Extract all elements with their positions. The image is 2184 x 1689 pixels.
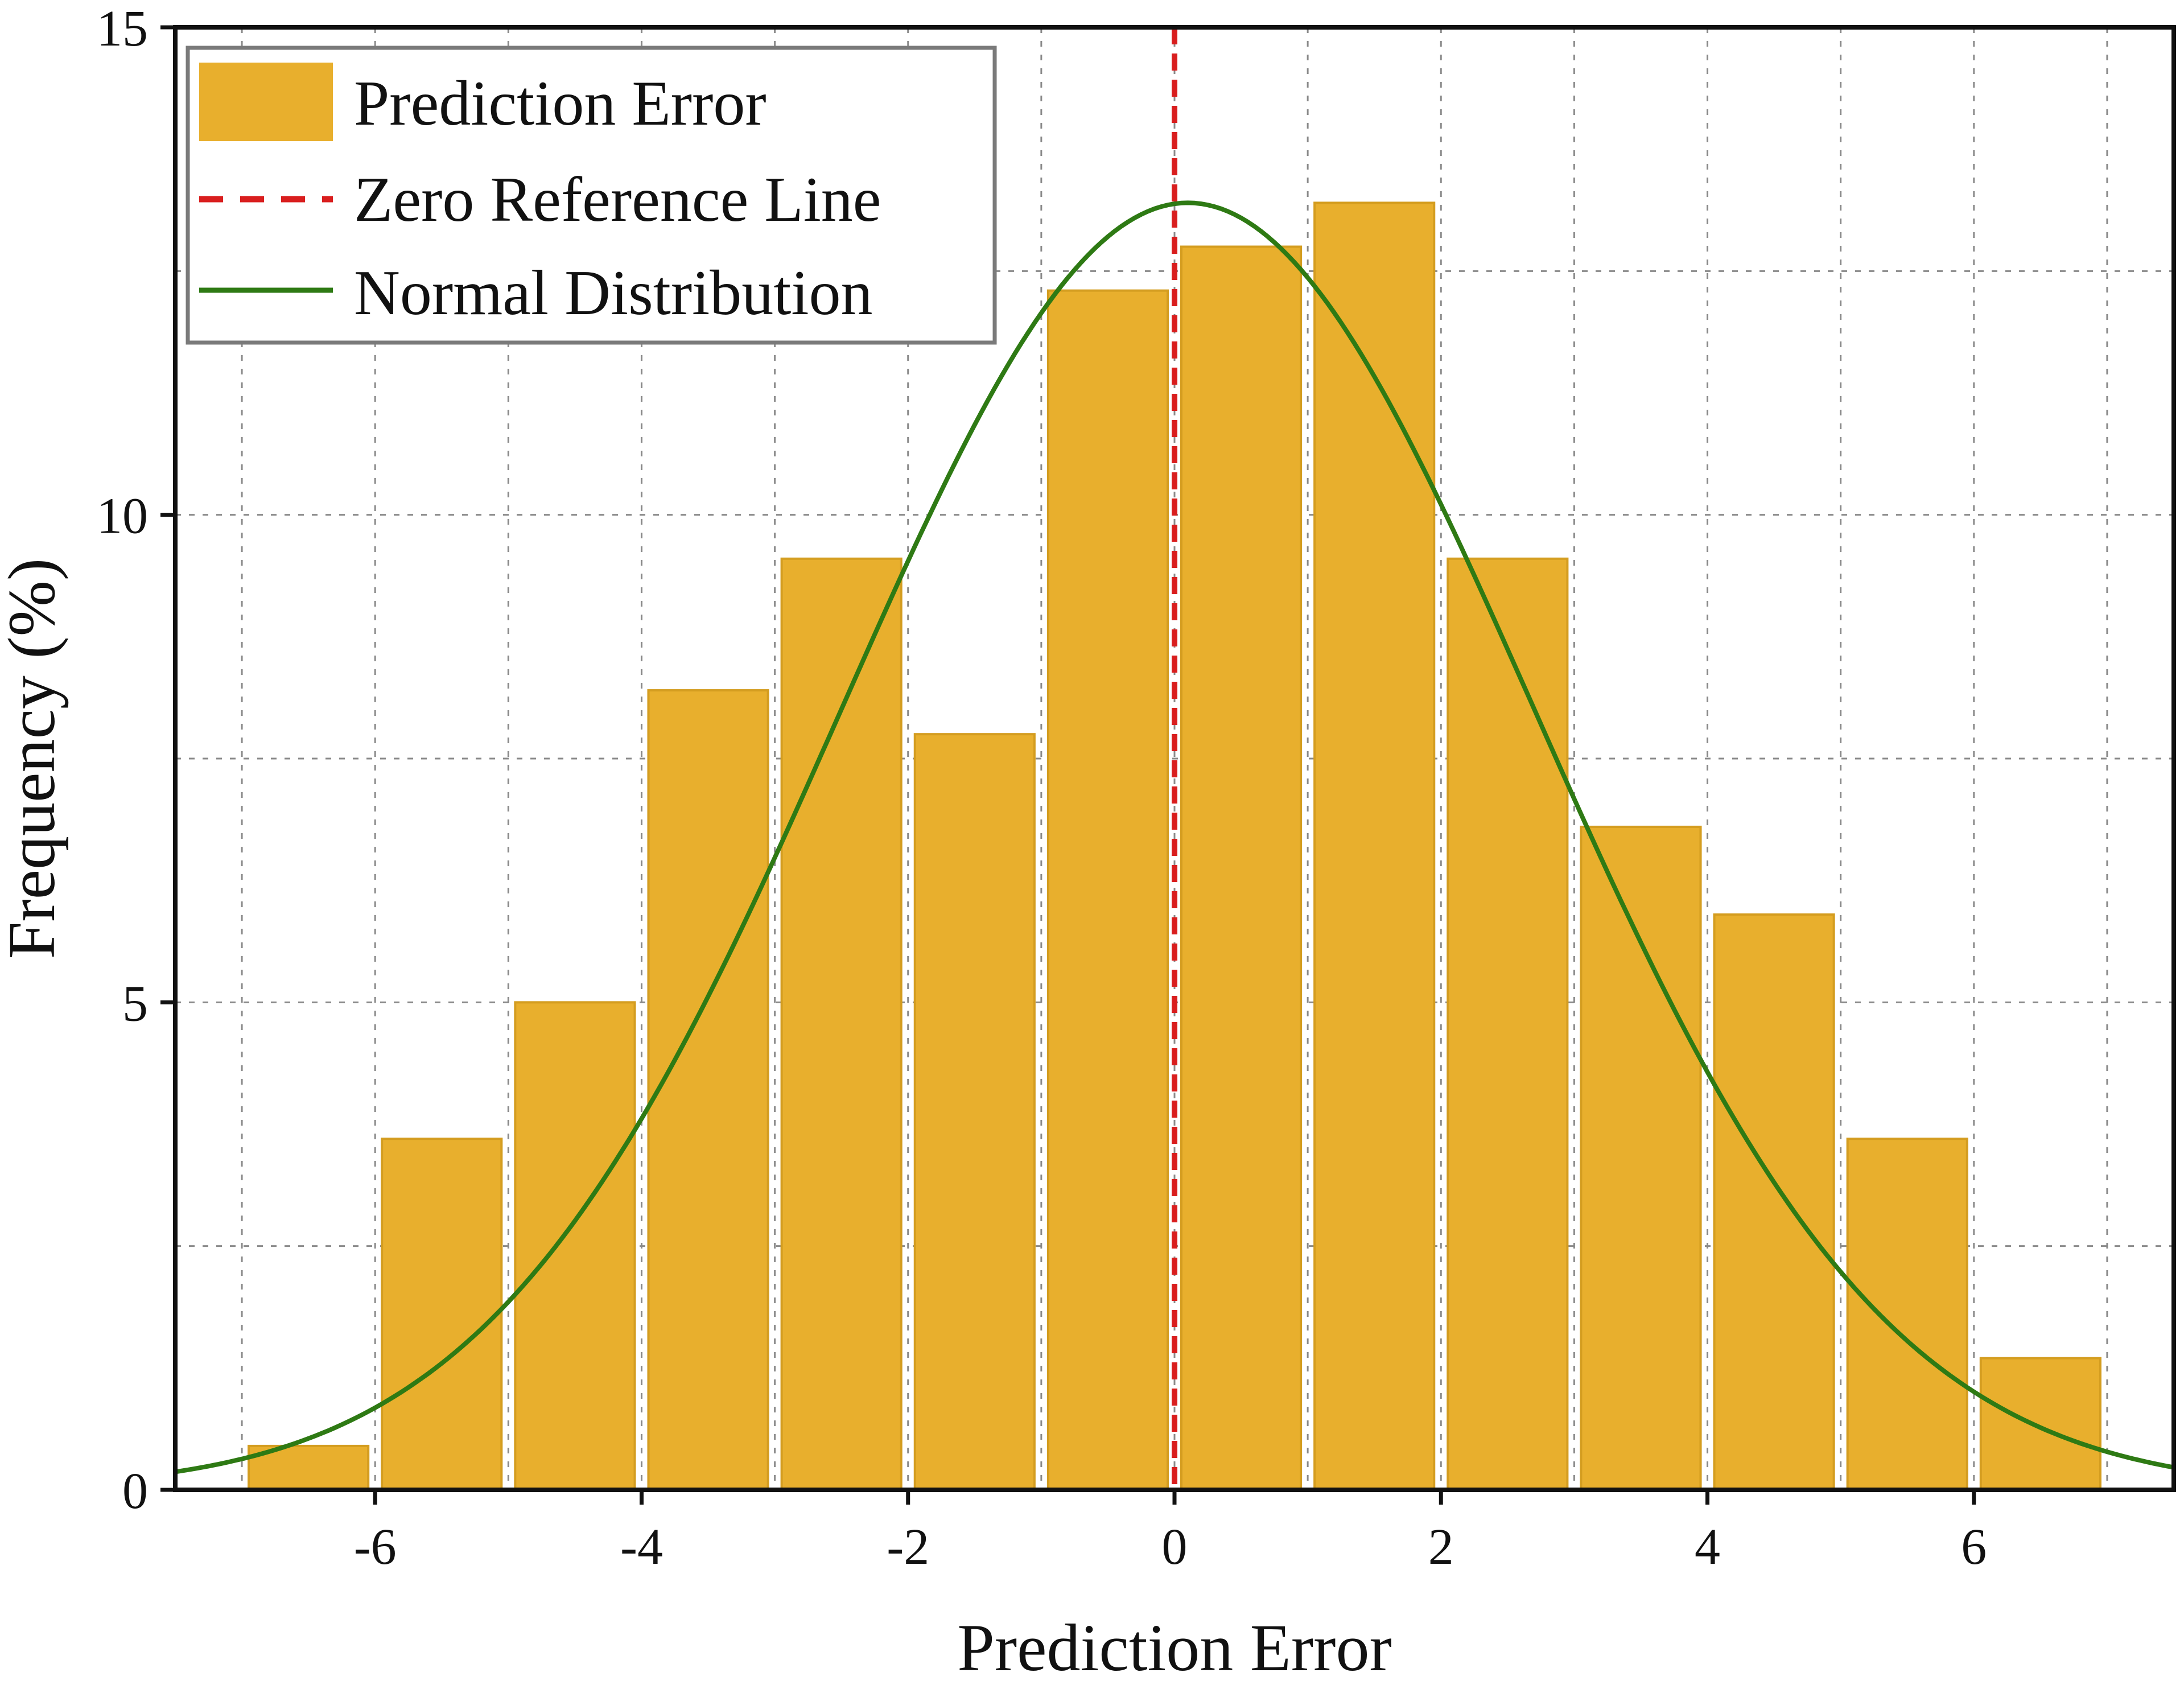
- histogram-bar: [381, 1138, 503, 1491]
- histogram-bar: [1313, 201, 1436, 1492]
- histogram-bar: [1979, 1357, 2101, 1491]
- legend-label-prediction-error: Prediction Error: [354, 68, 767, 139]
- y-tick-label: 5: [122, 975, 148, 1032]
- x-tick-label: 6: [1961, 1519, 1987, 1575]
- legend-label-normal-distribution: Normal Distribution: [354, 258, 872, 328]
- histogram-bar: [1447, 557, 1569, 1491]
- x-tick-label: 2: [1428, 1519, 1454, 1575]
- x-axis-title: Prediction Error: [957, 1610, 1392, 1685]
- y-axis-title: Frequency (%): [0, 558, 69, 959]
- histogram-bar: [1713, 913, 1835, 1491]
- histogram-bar: [913, 733, 1036, 1491]
- y-tick-label: 0: [122, 1463, 148, 1519]
- legend-label-zero-reference: Zero Reference Line: [354, 164, 881, 235]
- x-tick-label: -6: [354, 1519, 397, 1575]
- histogram-bar: [780, 557, 903, 1491]
- ticks: -6 -4 -2 0 2 4 6 0 5 10 15: [97, 1, 1987, 1575]
- legend: Prediction Error Zero Reference Line Nor…: [186, 46, 997, 345]
- histogram-bar: [647, 689, 769, 1491]
- y-tick-label: 10: [97, 488, 148, 545]
- x-tick-label: -2: [887, 1519, 929, 1575]
- x-tick-label: 0: [1162, 1519, 1188, 1575]
- histogram-bar: [1180, 245, 1303, 1491]
- x-tick-label: 4: [1695, 1519, 1720, 1575]
- bars: [248, 201, 2101, 1492]
- normal-curve-layer: [175, 200, 2174, 1474]
- normal-distribution-curve: [175, 200, 2174, 1474]
- x-tick-label: -4: [620, 1519, 663, 1575]
- y-tick-label: 15: [97, 1, 148, 57]
- histogram-bar: [1046, 289, 1169, 1491]
- histogram-bar: [1580, 825, 1702, 1491]
- histogram-bar: [514, 1001, 636, 1492]
- histogram-bar: [1846, 1138, 1968, 1491]
- legend-swatch-prediction-error: [199, 63, 333, 141]
